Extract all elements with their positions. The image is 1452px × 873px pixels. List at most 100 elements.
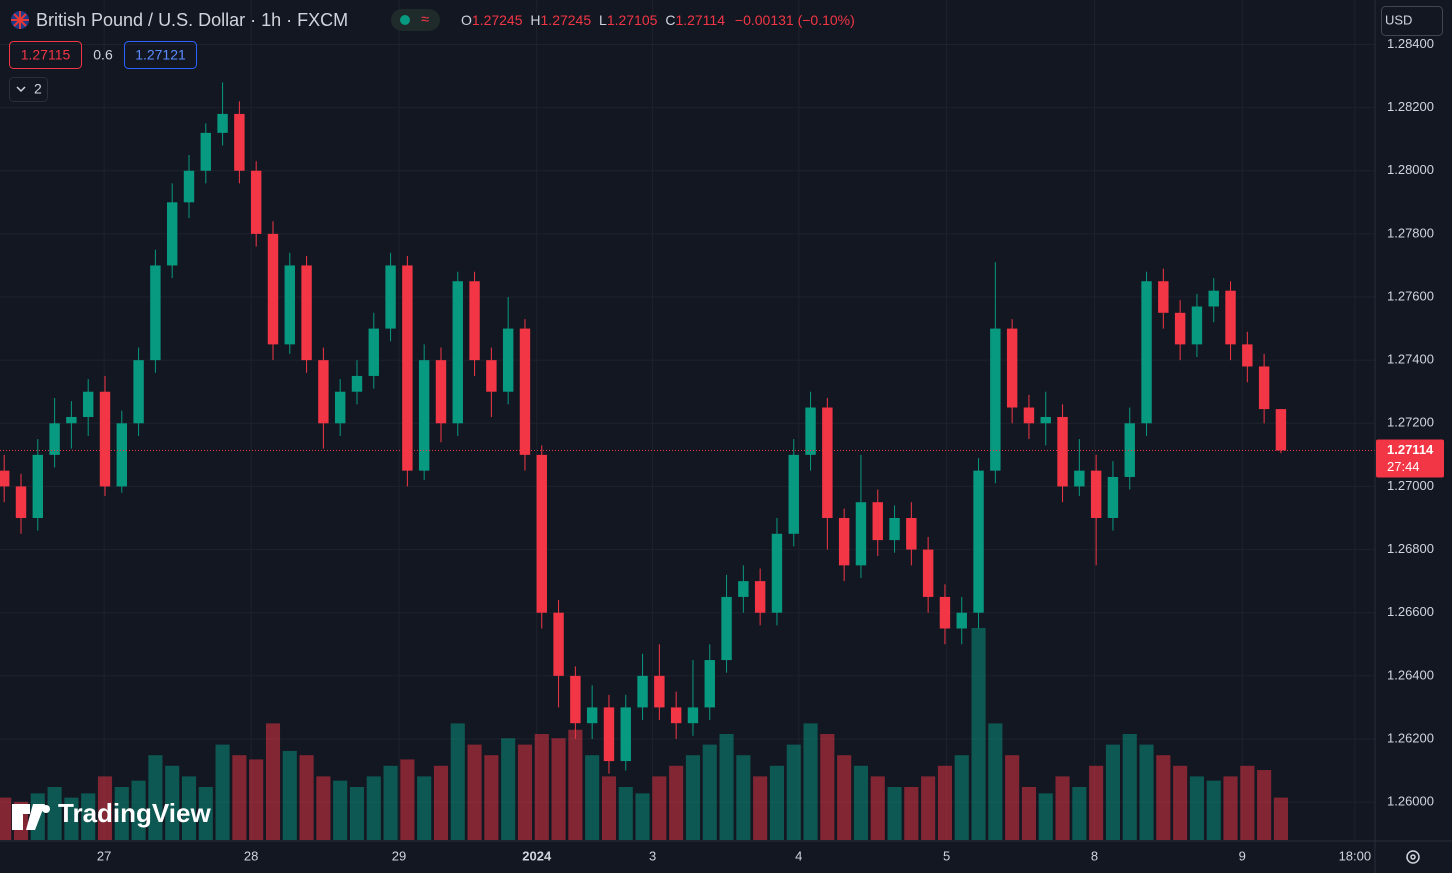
volume-bar (1122, 734, 1137, 840)
volume-bar (131, 780, 146, 840)
sell-button[interactable] (9, 41, 82, 69)
candle-body (822, 407, 833, 518)
volume-bar (669, 765, 684, 840)
candle-body (805, 407, 816, 455)
x-tick-label: 4 (795, 848, 802, 863)
y-tick-label: 1.26000 (1387, 794, 1434, 809)
candle-body (738, 581, 749, 597)
y-tick-label: 1.26400 (1387, 667, 1434, 682)
volume-bar (81, 793, 96, 840)
candle-body (1174, 312, 1186, 345)
y-tick-label: 1.26800 (1387, 541, 1434, 556)
candle-body (939, 596, 951, 629)
volume-bar (685, 755, 701, 840)
bid-price: 1.27115 (21, 47, 71, 63)
volume-bar (904, 787, 919, 840)
candle-body (318, 360, 329, 424)
candle-body (334, 391, 346, 424)
candle-body (82, 391, 94, 417)
ohlc-label: C (665, 12, 675, 28)
ask-price: 1.27121 (135, 47, 186, 63)
candle-body (1242, 344, 1253, 367)
volume-bar (853, 765, 869, 840)
volume-bar (282, 750, 297, 840)
candle-body (502, 328, 514, 392)
candle-body (586, 707, 598, 724)
candle-body (1074, 470, 1085, 487)
volume-bar (450, 723, 465, 840)
volume-bar (232, 755, 247, 840)
candle-body (452, 281, 463, 424)
volume-bar (1055, 776, 1070, 840)
ohlc-legend: O1.27245 H1.27245 L1.27105 C1.27114 −0.0… (461, 12, 855, 28)
settings-button[interactable] (1406, 850, 1420, 864)
y-tick-label: 1.27200 (1387, 415, 1434, 430)
volume-bar (316, 776, 331, 840)
volume-bar (803, 723, 818, 840)
settings-icon (1410, 854, 1416, 860)
volume-bar (417, 776, 432, 840)
candle-body (1057, 416, 1068, 487)
volume-bar (769, 765, 785, 840)
candle-body (1258, 366, 1270, 410)
ohlc-value: 1.27245 (541, 12, 592, 28)
volume-bar (988, 723, 1003, 840)
volume-bar (1021, 787, 1036, 840)
symbol-title[interactable]: British Pound / U.S. Dollar · 1h · FXCM (36, 10, 348, 30)
y-tick-label: 1.28400 (1387, 36, 1434, 51)
volume-bar (837, 755, 852, 840)
y-tick-label: 1.27600 (1387, 288, 1434, 303)
volume-bar (568, 729, 583, 840)
logo-icon (12, 804, 45, 830)
candle-body (150, 265, 161, 361)
volume-bar (114, 787, 129, 840)
volume-bar (47, 787, 62, 840)
candle-body (704, 660, 715, 708)
candle-body (855, 502, 867, 566)
volume-bar (1273, 797, 1288, 840)
y-tick-label: 1.27800 (1387, 225, 1434, 240)
candle-body (553, 612, 564, 676)
candle-body (99, 391, 111, 487)
volume-bar (585, 755, 600, 840)
volume-bar (467, 744, 482, 840)
candle-body (1191, 306, 1203, 345)
logo: TradingView (58, 798, 211, 828)
candle-body (385, 265, 396, 329)
candle-body (519, 328, 531, 455)
candle-body (1107, 476, 1119, 518)
x-tick-label: 28 (244, 848, 258, 863)
market-status[interactable] (391, 9, 440, 31)
flag-cross (11, 11, 29, 29)
change: −0.00131 (−0.10%) (735, 12, 855, 28)
volume-bar (1223, 776, 1238, 840)
candle-body (889, 518, 900, 541)
candle-body (687, 707, 699, 724)
candle-body (637, 675, 648, 708)
volume-bar (349, 787, 365, 840)
candle-body (922, 549, 934, 597)
candle-body (133, 360, 144, 424)
candle-body (250, 170, 262, 234)
volume-bar (1105, 744, 1120, 840)
candle-body (754, 581, 766, 613)
volume-bar (148, 755, 163, 840)
volume-bar (652, 776, 667, 840)
indicators-toggle[interactable] (9, 77, 48, 102)
x-tick-label: 18:00 (1339, 848, 1372, 863)
last-price: 1.27114 (1387, 442, 1434, 457)
candle-body (654, 675, 665, 708)
candle-body (990, 328, 1001, 471)
volume-bar (601, 776, 617, 840)
ohlc-value: 1.27114 (675, 12, 725, 28)
buy-button[interactable] (124, 41, 197, 69)
currency-button[interactable] (1381, 6, 1443, 36)
candle-body (301, 265, 312, 361)
candle-body (1141, 281, 1152, 424)
candle-body (721, 596, 732, 661)
currency: USD (1385, 12, 1412, 27)
volume-bar (870, 776, 885, 840)
volume-bar (1189, 776, 1204, 840)
candle-body (267, 233, 279, 345)
